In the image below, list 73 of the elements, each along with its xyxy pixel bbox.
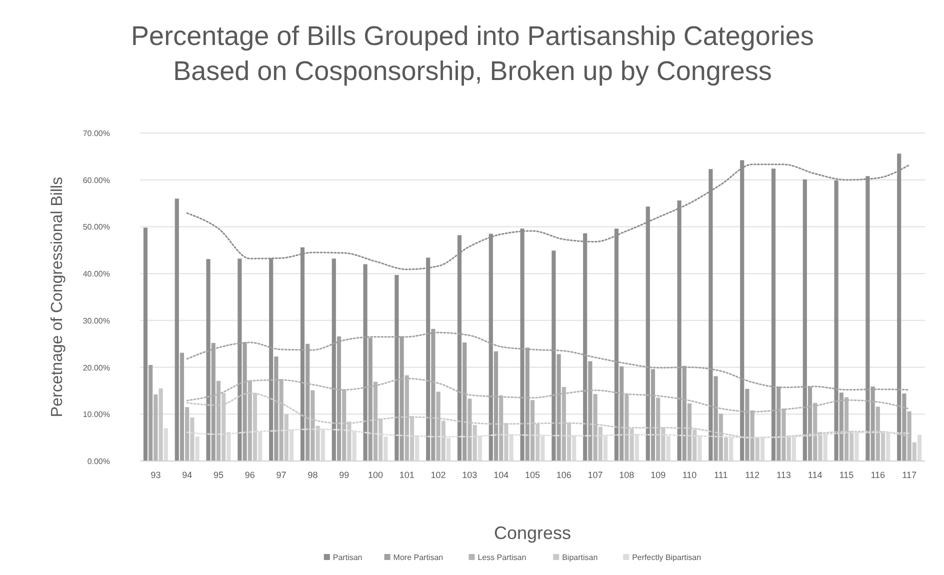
bar <box>148 364 153 461</box>
x-tick-label: 106 <box>556 470 572 480</box>
y-tick-label: 10.00% <box>82 410 110 420</box>
legend-label: Partisan <box>332 553 362 562</box>
x-tick-label: 115 <box>839 470 854 480</box>
legend-label: Less Partisan <box>478 553 526 562</box>
x-tick-label: 99 <box>339 470 350 480</box>
x-tick-label: 95 <box>213 470 224 480</box>
x-tick-label: 93 <box>150 470 161 480</box>
bar <box>174 198 179 461</box>
bar <box>593 394 598 461</box>
bar <box>620 366 624 461</box>
bar <box>588 361 592 461</box>
bar <box>206 259 210 461</box>
x-tick-label: 101 <box>399 470 414 480</box>
x-tick-label: 98 <box>308 470 318 480</box>
x-tick-label: 96 <box>244 470 255 480</box>
y-tick-label: 40.00% <box>82 270 110 279</box>
bar <box>185 407 190 461</box>
x-tick-label: 107 <box>588 470 603 480</box>
bar <box>180 352 184 461</box>
legend-label: More Partisan <box>393 553 444 562</box>
x-tick-label: 109 <box>650 470 666 480</box>
bar <box>143 228 148 461</box>
y-tick-label: 50.00% <box>82 222 110 232</box>
bar <box>363 264 368 461</box>
bar <box>876 406 880 461</box>
x-tick-label: 97 <box>276 470 286 480</box>
x-tick-label: 108 <box>619 470 634 480</box>
bar <box>687 403 692 461</box>
x-tick-label: 104 <box>494 470 509 480</box>
bar <box>745 388 750 461</box>
x-axis-title: Congress <box>494 523 572 543</box>
x-tick-label: 110 <box>682 470 697 480</box>
x-tick-label: 111 <box>714 470 728 480</box>
bar <box>274 356 278 461</box>
legend-label: Bipartisan <box>562 553 598 562</box>
bar <box>394 274 399 461</box>
bar <box>556 354 561 461</box>
bar <box>310 390 315 461</box>
x-tick-label: 114 <box>808 470 822 480</box>
bar <box>238 258 242 461</box>
bar <box>552 250 556 461</box>
bar <box>468 398 472 461</box>
bar <box>802 179 807 461</box>
bar <box>436 392 440 461</box>
bar <box>462 342 467 461</box>
bar <box>332 258 336 461</box>
x-tick-label: 113 <box>776 470 791 480</box>
legend-label: Perfectly Bipartisan <box>632 553 702 562</box>
bar <box>714 376 718 461</box>
y-tick-label: 0.00% <box>87 457 110 466</box>
bar <box>907 411 912 461</box>
y-tick-label: 20.00% <box>82 363 110 372</box>
y-tick-label: 70.00% <box>82 129 110 138</box>
x-tick-label: 100 <box>368 470 384 480</box>
bar <box>154 394 158 461</box>
x-tick-label: 102 <box>430 470 446 480</box>
x-tick-label: 105 <box>524 470 540 480</box>
y-tick-label: 30.00% <box>82 316 110 326</box>
bar <box>771 168 776 461</box>
x-tick-label: 112 <box>745 470 760 480</box>
bar <box>494 351 498 461</box>
y-axis-title: Percetnage of Congressional Bills <box>49 176 66 418</box>
x-tick-label: 117 <box>902 470 916 480</box>
bar <box>718 414 723 461</box>
x-tick-label: 94 <box>182 470 192 480</box>
x-tick-label: 116 <box>870 470 886 480</box>
chart-title: Percentage of Bills Grouped into Partisanship Categories Based on Cosponsorship, Broken up by Congress <box>131 21 814 86</box>
bar <box>839 392 844 461</box>
bar <box>902 394 906 461</box>
y-tick-label: 60.00% <box>82 176 110 185</box>
x-tick-label: 103 <box>462 470 478 480</box>
